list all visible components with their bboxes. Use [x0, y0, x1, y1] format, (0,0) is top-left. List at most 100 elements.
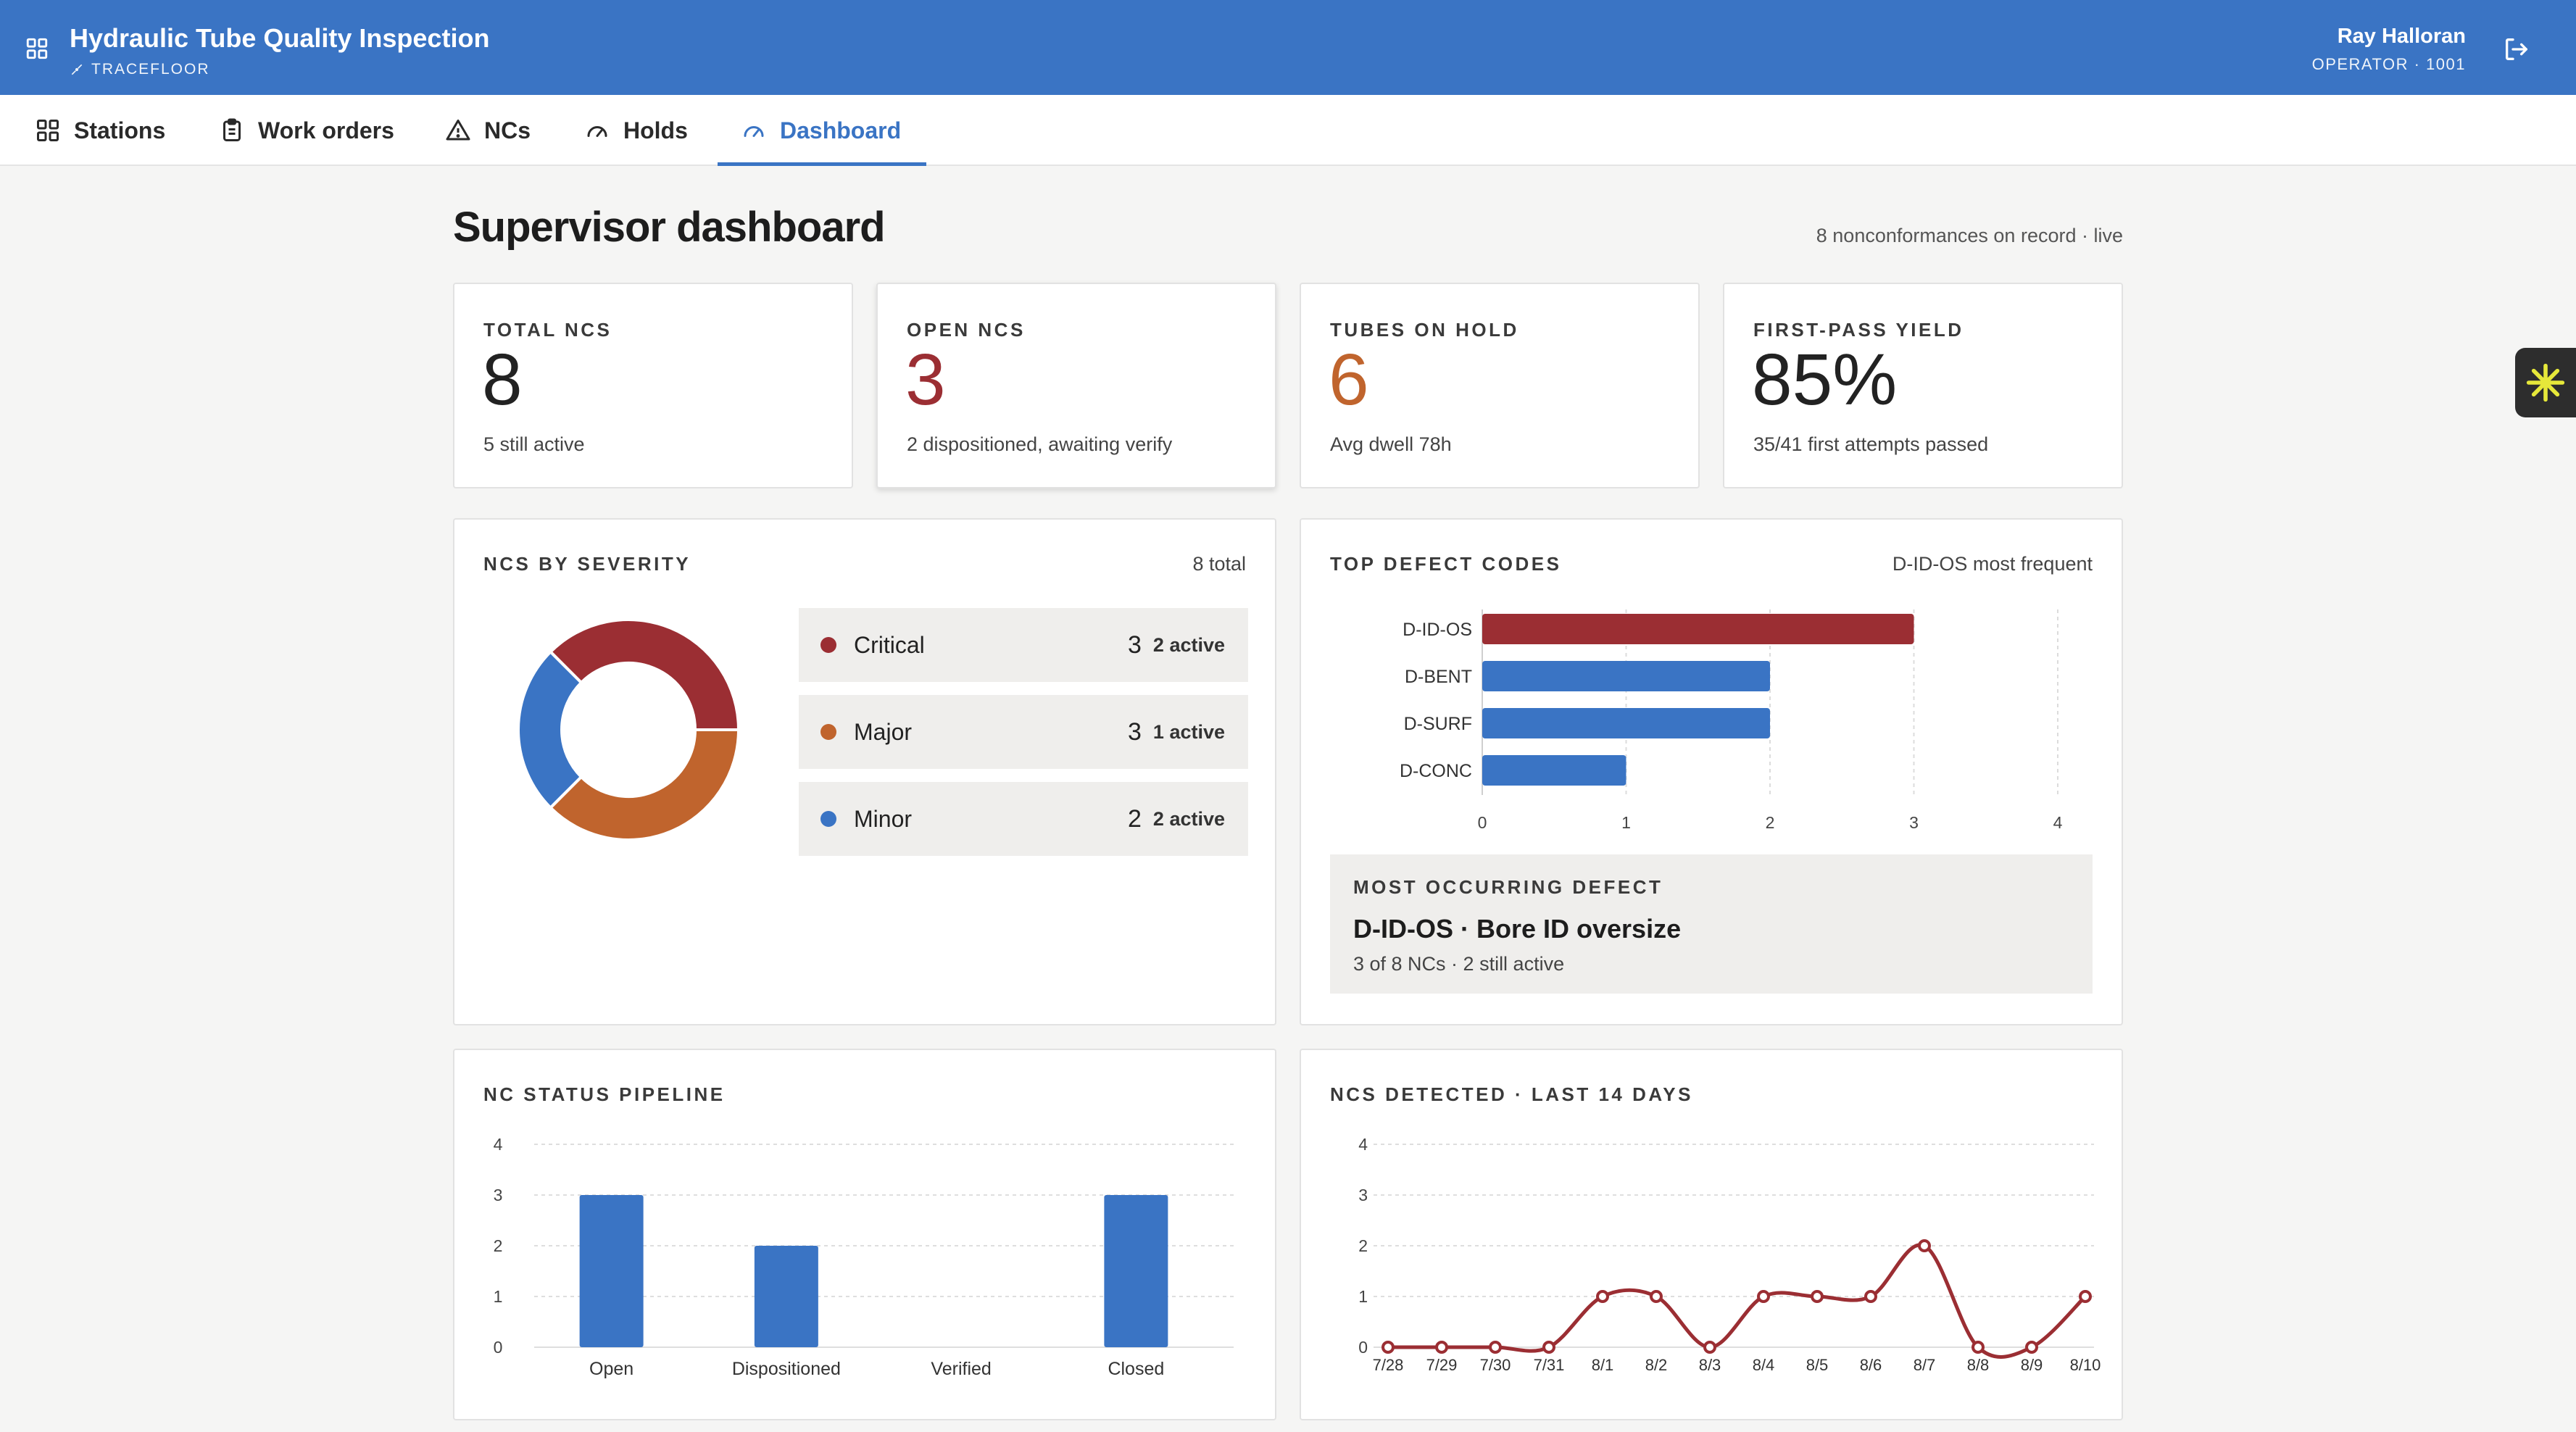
x-tick-label: 1 [1621, 813, 1631, 832]
logout-icon[interactable] [2502, 35, 2531, 64]
pipeline-bar-open[interactable] [579, 1195, 644, 1347]
donut-slice-critical[interactable] [548, 618, 741, 731]
y-tick-label: 2 [1358, 1236, 1368, 1255]
y-tick-label: 3 [1358, 1186, 1368, 1204]
severity-row-minor[interactable]: Minor 2 2 active [799, 782, 1248, 856]
stat-card-open-ncs[interactable]: OPEN NCS 3 2 dispositioned, awaiting ver… [876, 283, 1276, 488]
trace-icon [71, 64, 83, 75]
trend-point[interactable] [1542, 1341, 1555, 1354]
donut-slice-minor[interactable] [517, 649, 583, 810]
page-meta: 8 nonconformances on record · live [1816, 225, 2123, 246]
x-tick-label: 8/1 [1592, 1356, 1614, 1374]
severity-active: 1 active [1152, 720, 1225, 743]
defect-bar-d-conc[interactable] [1482, 755, 1626, 786]
trend-point[interactable] [1596, 1290, 1609, 1303]
stat-note: 2 dispositioned, awaiting verify [907, 433, 1173, 455]
defect-bar-d-id-os[interactable] [1482, 614, 1914, 644]
stat-label: TOTAL NCS [483, 319, 612, 341]
trend-point[interactable] [1650, 1290, 1663, 1303]
tab-holds-label: Holds [623, 117, 688, 143]
assistant-launcher[interactable] [2515, 348, 2576, 417]
trend-point[interactable] [1864, 1290, 1877, 1303]
trend-line [1388, 1243, 2087, 1359]
warning-triangle-icon [446, 120, 470, 141]
severity-label: Minor [854, 805, 913, 832]
clipboard-icon [223, 118, 241, 141]
y-tick-label: D-SURF [1404, 714, 1472, 734]
panel-meta: D-ID-OS most frequent [1892, 553, 2093, 575]
y-tick-label: D-ID-OS [1403, 620, 1472, 640]
x-tick-label: 8/8 [1967, 1356, 1990, 1374]
x-tick-label: Dispositioned [732, 1359, 841, 1379]
y-tick-label: 3 [494, 1186, 503, 1204]
panel-ncs-by-severity: NCS BY SEVERITY 8 total Critical 3 2 act… [453, 518, 1276, 1025]
stat-card-total-ncs[interactable]: TOTAL NCS 8 5 still active [453, 283, 853, 488]
stat-note: Avg dwell 78h [1330, 433, 1452, 455]
app-subtitle-text: TRACEFLOOR [91, 61, 210, 78]
pipeline-bar-dispositioned[interactable] [754, 1246, 818, 1347]
panel-title: NCS BY SEVERITY [483, 553, 691, 575]
x-tick-label: 8/7 [1914, 1356, 1936, 1374]
tab-ncs[interactable]: NCs [445, 95, 531, 166]
most-occurring-defect[interactable]: MOST OCCURRING DEFECT D-ID-OS · Bore ID … [1330, 854, 2093, 994]
app-subtitle: TRACEFLOOR [70, 61, 210, 78]
most-occurring-title: D-ID-OS · Bore ID oversize [1353, 914, 1682, 944]
stat-card-tubes-on-hold[interactable]: TUBES ON HOLD 6 Avg dwell 78h [1300, 283, 1700, 488]
stat-value: 3 [905, 339, 946, 420]
x-tick-label: 0 [1478, 813, 1487, 832]
trend-point[interactable] [1382, 1341, 1395, 1354]
tab-work-orders-label: Work orders [258, 117, 394, 143]
tab-ncs-label: NCs [484, 117, 531, 143]
most-occurring-note: 3 of 8 NCs · 2 still active [1353, 953, 1565, 975]
trend-point[interactable] [1972, 1341, 1985, 1354]
most-occurring-label: MOST OCCURRING DEFECT [1353, 876, 1663, 898]
stat-card-first-pass-yield[interactable]: FIRST-PASS YIELD 85% 35/41 first attempt… [1723, 283, 2123, 488]
ncs-detected-line-chart: 0 1 2 3 4 7/28 7/29 7/30 7/31 8/1 8/2 8/3 8/4 8/5 8/6 8… [1358, 1135, 2101, 1374]
y-tick-label: 4 [494, 1135, 503, 1154]
active-tab-indicator [718, 162, 926, 166]
tab-stations[interactable]: Stations [35, 95, 165, 166]
trend-point[interactable] [2079, 1290, 2092, 1303]
severity-row-major[interactable]: Major 3 1 active [799, 695, 1248, 769]
tab-dashboard[interactable]: Dashboard [741, 95, 901, 166]
panel-nc-status-pipeline: NC STATUS PIPELINE 0 1 2 3 4 Open Dispositione… [453, 1049, 1276, 1420]
trend-point[interactable] [2025, 1341, 2038, 1354]
trend-point[interactable] [1489, 1341, 1502, 1354]
defect-codes-bar-chart: 0 1 2 3 4 D-ID-OS D-BENT D-SURF D-CONC [1400, 609, 2063, 832]
severity-dot [820, 724, 836, 740]
trend-point[interactable] [1435, 1341, 1448, 1354]
y-tick-label: 1 [1358, 1287, 1368, 1306]
stat-label: FIRST-PASS YIELD [1753, 319, 1964, 341]
panel-title: TOP DEFECT CODES [1330, 553, 1562, 575]
severity-dot [820, 811, 836, 827]
severity-count: 3 [1128, 717, 1142, 746]
y-tick-label: D-BENT [1405, 667, 1472, 687]
app-grid-icon[interactable] [25, 36, 49, 61]
trend-point[interactable] [1703, 1341, 1716, 1354]
trend-point[interactable] [1811, 1290, 1824, 1303]
pipeline-bar-closed[interactable] [1104, 1195, 1168, 1347]
defect-bar-d-bent[interactable] [1482, 661, 1770, 691]
page-title: Supervisor dashboard [453, 204, 886, 251]
donut-slice-major[interactable] [548, 728, 741, 841]
tab-holds[interactable]: Holds [584, 95, 688, 166]
y-tick-label: D-CONC [1400, 761, 1472, 781]
trend-point[interactable] [1757, 1290, 1770, 1303]
x-tick-label: 8/9 [2021, 1356, 2043, 1374]
x-tick-label: Verified [931, 1359, 991, 1379]
defect-bar-d-surf[interactable] [1482, 708, 1770, 738]
user-name: Ray Halloran [2337, 25, 2466, 48]
y-tick-label: 4 [1358, 1135, 1368, 1154]
panel-meta: 8 total [1192, 553, 1246, 575]
tab-stations-label: Stations [74, 117, 166, 143]
y-tick-label: 0 [494, 1338, 503, 1357]
x-tick-label: 4 [2053, 813, 2063, 832]
x-tick-label: 8/4 [1753, 1356, 1775, 1374]
tab-work-orders[interactable]: Work orders [219, 95, 394, 166]
trend-point[interactable] [1918, 1239, 1931, 1252]
x-tick-label: 3 [1909, 813, 1919, 832]
main-nav: Stations Work orders NCs Holds Dashboard [0, 95, 2576, 166]
x-tick-label: 7/30 [1480, 1356, 1511, 1374]
severity-row-critical[interactable]: Critical 3 2 active [799, 608, 1248, 682]
panel-ncs-detected-trend: NCS DETECTED · LAST 14 DAYS 0 1 2 3 4 7/28 7/2… [1300, 1049, 2123, 1420]
